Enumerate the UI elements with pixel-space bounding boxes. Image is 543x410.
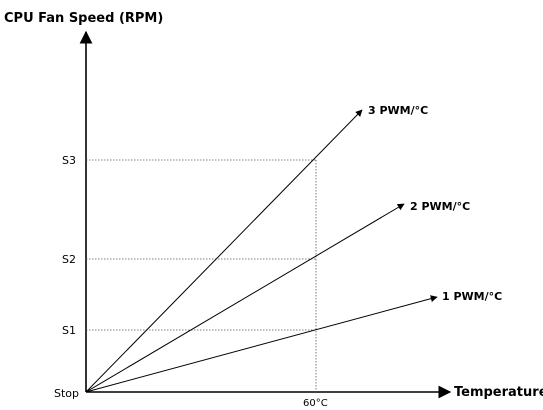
y-tick-s1: S1	[62, 324, 76, 337]
y-tick-s3: S3	[62, 154, 76, 167]
x-axis-title: Temperature	[454, 385, 543, 400]
line-1-label: 1 PWM/°C	[442, 290, 502, 303]
y-tick-stop: Stop	[54, 387, 79, 400]
line-3-label: 3 PWM/°C	[368, 104, 428, 117]
line-2-pwm	[85, 203, 405, 393]
line-1-pwm	[85, 295, 438, 393]
y-tick-s2: S2	[62, 253, 76, 266]
y-axis-title: CPU Fan Speed (RPM)	[4, 11, 163, 26]
x-tick-60: 60°C	[303, 398, 328, 409]
line-3-pwm	[85, 109, 363, 393]
line-2-label: 2 PWM/°C	[410, 200, 470, 213]
